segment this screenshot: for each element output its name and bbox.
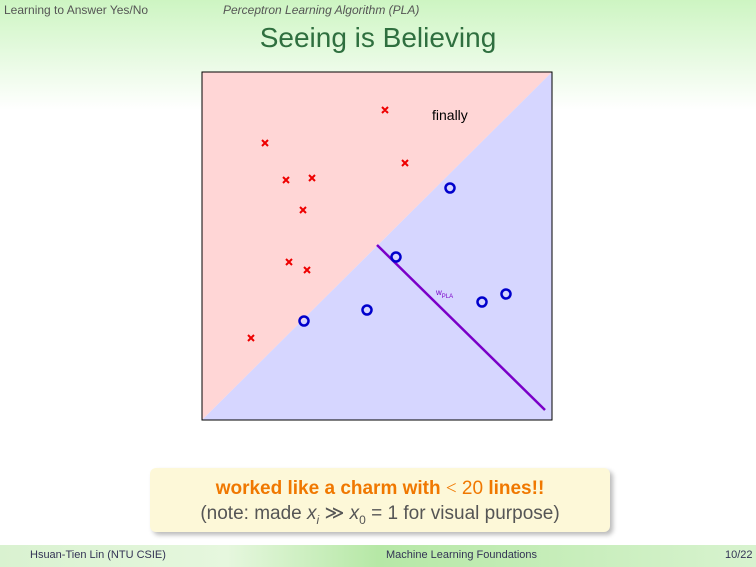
title: Seeing is Believing — [259, 22, 497, 53]
course: Machine Learning Foundations — [386, 549, 538, 561]
math: = — [371, 503, 383, 524]
w-subscript: PLA — [442, 294, 453, 300]
circle-marker — [361, 304, 373, 316]
text: for visual purpose) — [403, 503, 560, 524]
callout-line1: worked like a charm with < 20 lines!! — [150, 478, 610, 500]
circle-marker — [298, 315, 310, 327]
callout-line2: (note: made xi ≫ x0 = 1 for visual purpo… — [150, 502, 610, 527]
plot-frame — [201, 71, 553, 421]
page-number: 10/22 — [725, 549, 753, 561]
subsection: Perceptron Learning Algorithm (PLA) — [223, 3, 420, 17]
circle-marker — [500, 288, 512, 300]
section: Learning to Answer Yes/No — [4, 3, 149, 17]
footer: Hsuan-Tien Lin (NTU CSIE) Machine Learni… — [0, 545, 756, 567]
weight-vector — [376, 244, 546, 411]
number: 20 — [461, 478, 484, 499]
weight-label: wPLA — [435, 288, 453, 300]
sub: i — [316, 512, 320, 527]
number: 1 — [387, 503, 399, 524]
sub: 0 — [359, 512, 366, 527]
math: ≫ — [324, 503, 345, 524]
author: Hsuan-Tien Lin (NTU CSIE) — [30, 549, 166, 561]
text: lines!! — [488, 478, 545, 499]
caption: finally — [432, 107, 468, 123]
callout: worked like a charm with < 20 lines!! (n… — [150, 468, 610, 532]
var: x — [307, 503, 317, 524]
circle-marker — [476, 296, 488, 308]
circle-marker — [444, 182, 456, 194]
negative-points — [247, 106, 409, 342]
math: < — [445, 478, 457, 499]
text: (note: made — [200, 503, 302, 524]
text: worked like a charm with — [215, 478, 441, 499]
circle-marker — [390, 251, 402, 263]
w: w — [435, 288, 442, 297]
var: x — [349, 503, 360, 524]
positive-points — [298, 182, 512, 327]
x-markers — [247, 106, 409, 342]
